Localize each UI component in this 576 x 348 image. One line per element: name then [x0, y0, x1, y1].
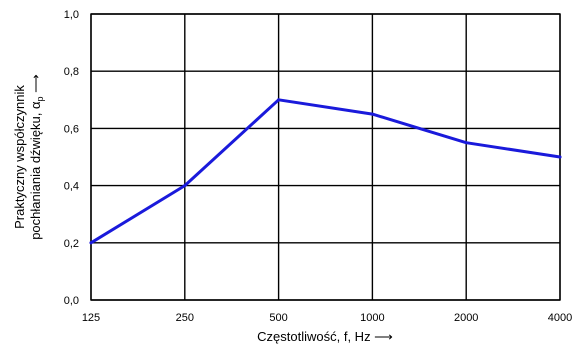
x-tick-label: 1000	[360, 312, 384, 324]
y-tick-label: 0,4	[64, 181, 79, 193]
y-tick-label: 0,8	[64, 66, 79, 78]
data-point	[464, 141, 468, 145]
x-tick-label: 2000	[454, 312, 478, 324]
y-tick-label: 0,6	[64, 123, 79, 135]
series	[89, 98, 562, 245]
data-point	[89, 241, 93, 245]
x-tick-labels: 125 250 500 1000 2000 4000	[82, 312, 572, 324]
y-tick-labels: 0,0 0,2 0,4 0,6 0,8 1,0	[64, 9, 79, 307]
data-point	[277, 98, 281, 102]
plot-frame	[90, 13, 561, 301]
y-axis-label-arrow: ⟶	[28, 74, 43, 96]
x-tick-label: 4000	[548, 312, 572, 324]
y-axis-label-subscript: p	[35, 96, 45, 101]
y-tick-label: 0,0	[64, 295, 79, 307]
series-line	[89, 98, 562, 245]
grid	[90, 13, 561, 301]
data-point	[183, 184, 187, 188]
data-point	[558, 155, 562, 159]
x-tick-label: 250	[176, 312, 194, 324]
y-tick-label: 0,2	[64, 238, 79, 250]
y-axis-label-text: pochłaniania dźwięku, α	[28, 101, 43, 240]
y-axis-label-line1: Praktyczny współczynnik	[12, 85, 27, 229]
x-axis-label: Częstotliwość, f, Hz ⟶	[257, 329, 393, 344]
y-axis-label-line2: pochłaniania dźwięku, αp ⟶	[28, 74, 45, 240]
y-tick-label: 1,0	[64, 9, 79, 21]
data-point	[370, 112, 374, 116]
x-tick-label: 500	[269, 312, 287, 324]
y-axis-label: Praktyczny współczynnik pochłaniania dźw…	[12, 74, 45, 240]
x-tick-label: 125	[82, 312, 100, 324]
